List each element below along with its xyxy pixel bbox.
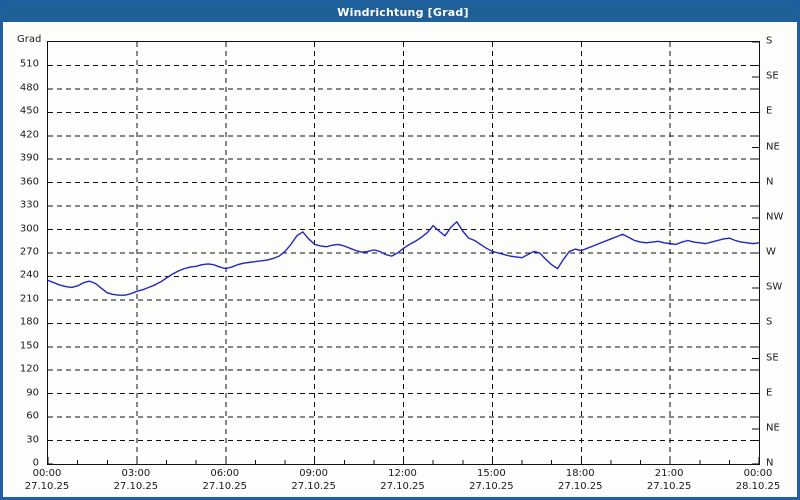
right-axis-tick-label: NE (766, 141, 780, 152)
y-axis-tick-label: 210 (19, 293, 39, 305)
y-axis-tick-label: 150 (19, 340, 39, 352)
y-axis-ticks-left (48, 64, 53, 464)
y-axis-tick-label: 450 (19, 105, 39, 117)
y-axis-tick-label: 180 (19, 316, 39, 328)
y-axis-tick-label: 480 (19, 82, 39, 94)
x-tick-time: 09:00 (299, 468, 329, 479)
x-tick-time: 21:00 (654, 468, 684, 479)
x-tick-date: 27.10.25 (202, 481, 248, 492)
horizontal-gridlines (48, 64, 759, 442)
y-axis-tick-label: 0 (32, 457, 39, 469)
right-axis-tick-label: SW (766, 281, 783, 293)
y-axis-tick-label: 270 (19, 246, 39, 258)
x-tick-time: 18:00 (565, 468, 595, 479)
x-axis-tick-label: 12:00 27.10.25 (368, 467, 438, 493)
plot-area (47, 41, 760, 465)
x-axis-tick-label: 06:00 27.10.25 (190, 467, 260, 493)
x-tick-date: 27.10.25 (24, 481, 70, 492)
y-axis-tick-label: 510 (19, 58, 39, 70)
y-axis-ticks-right (752, 42, 759, 464)
right-axis-tick-label: W (766, 246, 776, 258)
x-tick-date: 27.10.25 (380, 481, 425, 492)
x-axis-tick-label: 18:00 27.10.25 (545, 467, 615, 493)
page-title: Windrichtung [Grad] (337, 6, 469, 19)
right-axis-tick-label: NW (766, 211, 784, 223)
x-tick-date: 27.10.25 (557, 481, 603, 492)
y-axis-tick-label: 240 (19, 269, 39, 281)
y-axis-tick-label: 30 (26, 434, 39, 446)
x-tick-time: 00:00 (743, 468, 773, 479)
x-axis-tick-label: 00:00 27.10.25 (12, 467, 82, 493)
x-tick-time: 03:00 (121, 468, 151, 479)
x-axis-tick-label: 09:00 27.10.25 (279, 467, 349, 493)
x-tick-time: 12:00 (388, 468, 417, 479)
x-axis-ticks (48, 457, 759, 464)
right-axis-tick-label: N (766, 457, 774, 469)
x-tick-time: 00:00 (32, 468, 62, 479)
x-axis-tick-label: 00:00 28.10.25 (723, 467, 793, 493)
right-axis-tick-label: S (766, 35, 773, 47)
chart-canvas: Grad 0 30 60 90 120 150 180 210 240 270 300 330 360 3… (3, 25, 797, 497)
right-axis-tick-label: SE (766, 352, 779, 363)
x-axis-tick-label: 03:00 27.10.25 (101, 467, 171, 493)
x-tick-time: 15:00 (476, 468, 506, 479)
y-axis-tick-label: 60 (26, 410, 39, 422)
right-axis-tick-label: E (766, 387, 773, 399)
y-axis-tick-label: 330 (19, 199, 39, 211)
x-tick-date: 28.10.25 (735, 481, 781, 492)
x-axis-tick-label: 15:00 27.10.25 (456, 467, 526, 493)
right-axis-tick-label: E (766, 105, 773, 117)
right-axis-tick-label: SE (766, 70, 779, 82)
window-title-bar: Windrichtung [Grad] (3, 3, 797, 22)
y-axis-tick-label: 390 (19, 152, 39, 164)
y-axis-tick-label: 90 (26, 387, 39, 399)
y-axis-tick-label: 420 (19, 129, 39, 141)
right-axis-tick-label: S (766, 316, 773, 328)
y-axis-tick-label: 300 (19, 223, 39, 235)
x-axis-tick-label: 21:00 27.10.25 (634, 467, 704, 493)
x-tick-date: 27.10.25 (646, 481, 692, 492)
right-axis-tick-label: N (766, 176, 774, 188)
x-tick-time: 06:00 (210, 468, 240, 479)
x-tick-date: 27.10.25 (113, 481, 159, 492)
y-axis-tick-label: 120 (19, 363, 39, 375)
y-axis-tick-label: 360 (19, 176, 39, 188)
y-axis-unit-label: Grad (17, 34, 42, 45)
right-axis-tick-label: NE (766, 422, 780, 434)
x-tick-date: 27.10.25 (291, 481, 336, 492)
chart-svg (48, 42, 759, 464)
data-series-wind-direction (48, 221, 759, 296)
x-tick-date: 27.10.25 (469, 481, 514, 492)
